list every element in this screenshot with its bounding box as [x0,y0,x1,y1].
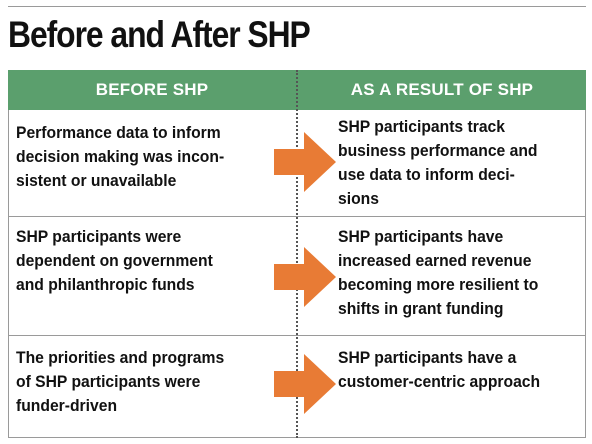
cell-line: SHP participants have [338,228,504,246]
column-divider [296,70,298,438]
cell-line: of SHP participants were [16,373,201,391]
page-title: Before and After SHP [8,14,311,55]
cell-line: shifts in grant funding [338,300,504,318]
cell-line: use data to inform deci- [338,166,515,184]
cell-line: becoming more resilient to [338,276,539,294]
cell-line: sistent or unavailable [16,172,177,190]
header-before: BEFORE SHP [95,80,209,99]
before-cell: SHP participants were dependent on gover… [16,225,278,297]
table-row: Performance data to inform decision maki… [8,110,586,216]
before-cell: The priorities and programs of SHP parti… [16,346,278,418]
comparison-table: BEFORE SHP AS A RESULT OF SHP Performanc… [8,70,586,438]
cell-line: and philanthropic funds [16,276,195,294]
after-cell: SHP participants have increased earned r… [338,225,584,321]
after-cell: SHP participants track business performa… [338,115,584,211]
cell-line: customer-centric approach [338,373,541,391]
cell-line: increased earned revenue [338,252,532,270]
right-arrow-icon [274,132,336,192]
table-row: SHP participants were dependent on gover… [8,217,586,335]
cell-line: SHP participants have a [338,349,517,367]
cell-line: dependent on government [16,252,213,270]
row-separator [8,216,586,217]
before-cell: Performance data to inform decision maki… [16,121,278,193]
cell-line: business performance and [338,142,538,160]
cell-line: decision making was incon- [16,148,225,166]
top-rule [8,6,586,7]
row-separator [8,335,586,336]
cell-line: SHP participants track [338,118,505,136]
right-arrow-icon [274,354,336,414]
right-arrow-icon [274,247,336,307]
table-row: The priorities and programs of SHP parti… [8,336,586,437]
cell-line: funder-driven [16,397,118,415]
cell-line: sions [338,190,379,208]
header-after: AS A RESULT OF SHP [350,80,534,99]
after-cell: SHP participants have a customer-centric… [338,346,584,394]
cell-line: Performance data to inform [16,124,221,142]
cell-line: SHP participants were [16,228,182,246]
cell-line: The priorities and programs [16,349,225,367]
